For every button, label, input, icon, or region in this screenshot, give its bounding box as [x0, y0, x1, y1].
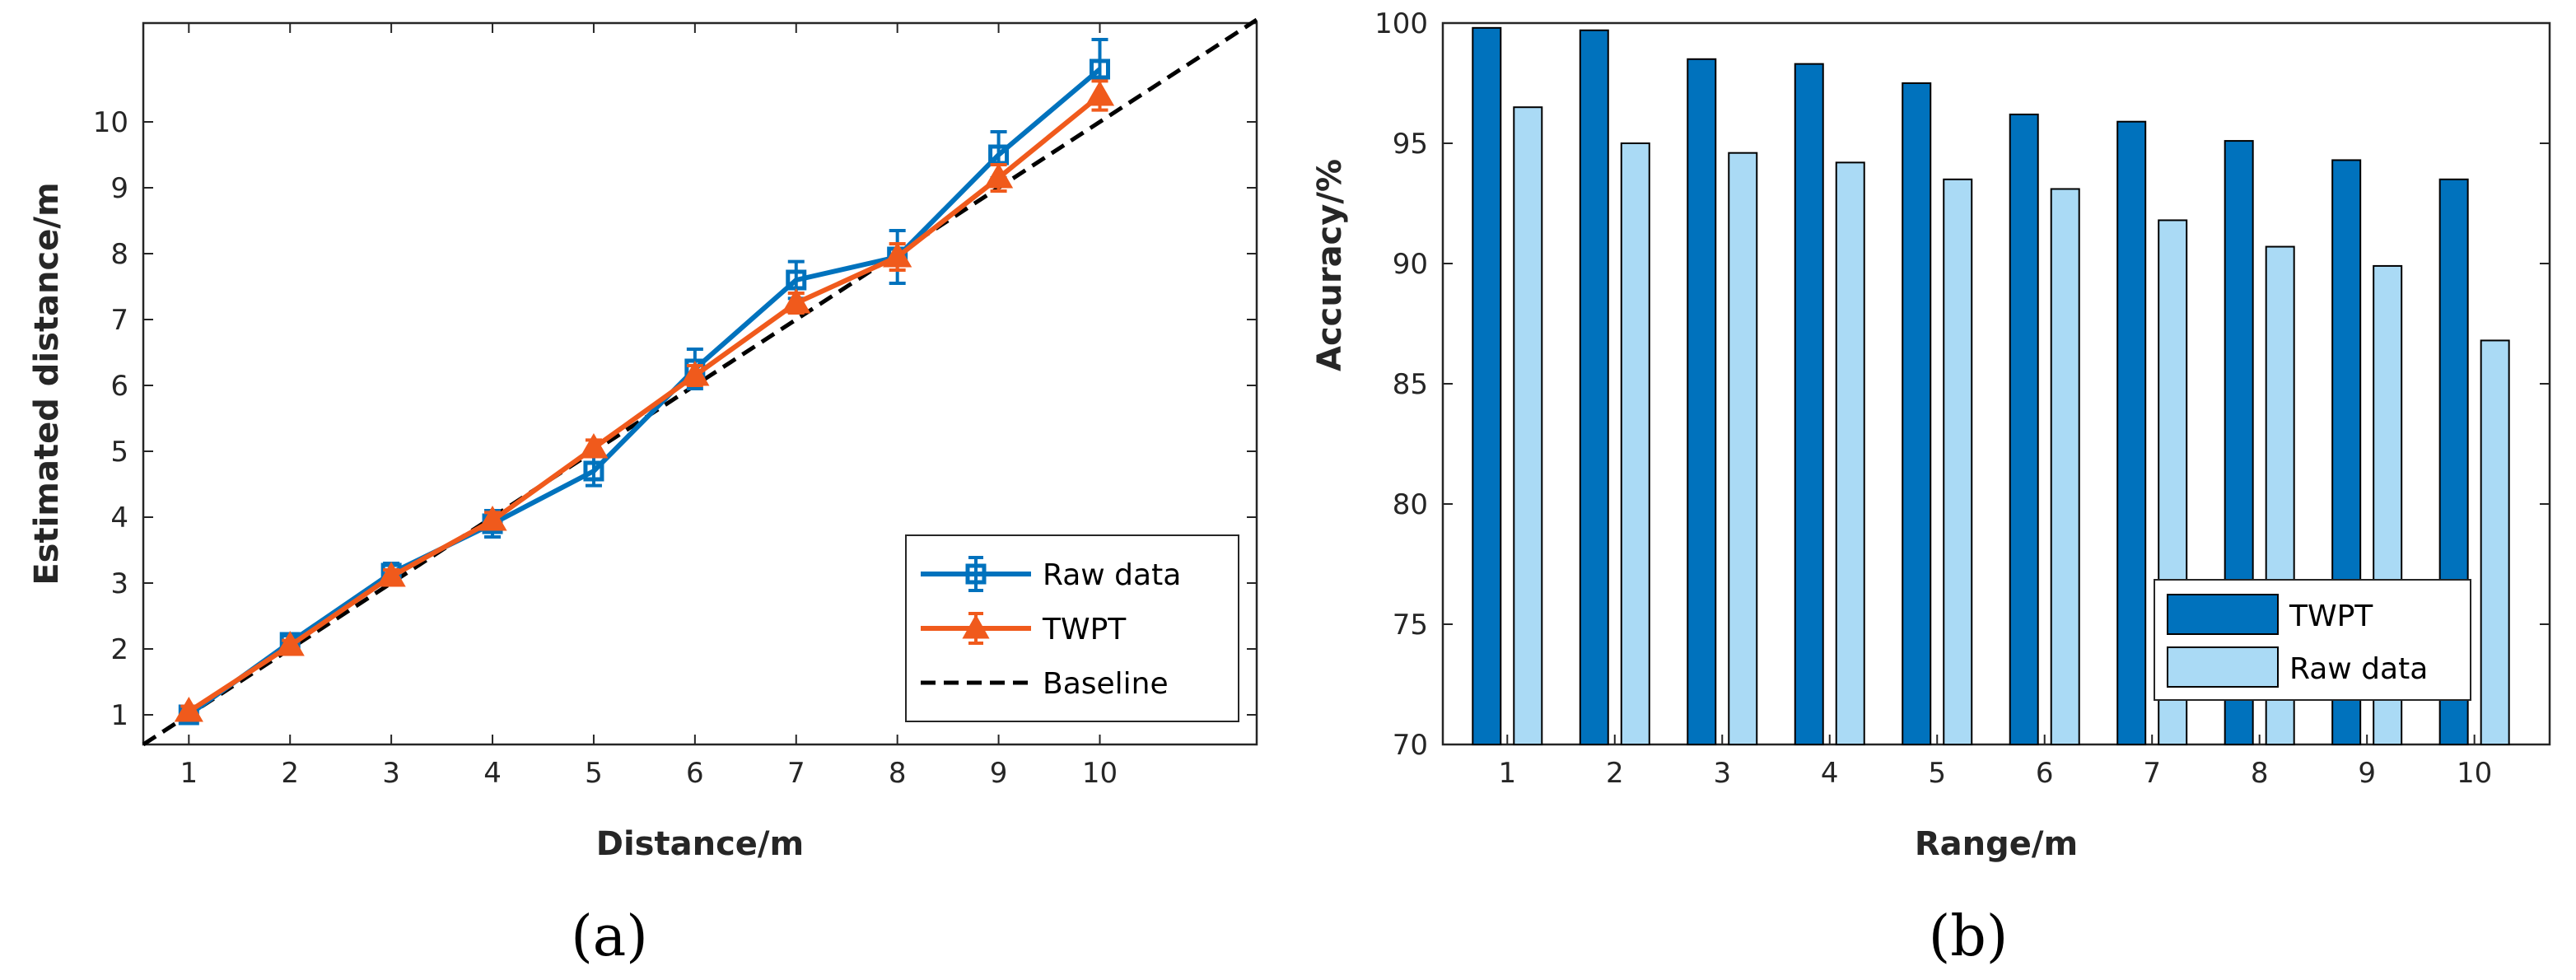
- data-point-square: [583, 460, 604, 482]
- x-tick-label-a: 2: [281, 757, 299, 790]
- bar-twpt: [1794, 63, 1824, 745]
- legend-entry-b-raw: Raw data: [2167, 646, 2428, 688]
- series-line: [187, 93, 1102, 714]
- y-axis-label-b: Accuracy/%: [1311, 159, 1349, 371]
- y-tick-label-a: 4: [110, 502, 128, 534]
- legend-label-twpt: TWPT: [1042, 613, 1127, 646]
- legend-entry-baseline: Baseline: [921, 667, 1169, 701]
- y-tick-label-a: 6: [110, 370, 128, 403]
- x-axis-label-a: Distance/m: [596, 825, 804, 863]
- legend-label-raw: Raw data: [1043, 558, 1181, 592]
- y-axis-label-a: Estimated distance/m: [28, 182, 66, 585]
- data-point-triangle: [275, 630, 305, 656]
- x-tick-label-b: 5: [1928, 757, 1946, 790]
- bar-raw-data: [1728, 152, 1758, 745]
- x-tick-label-b: 3: [1713, 757, 1731, 790]
- y-tick-label-b: 80: [1393, 488, 1428, 521]
- bar-raw-data: [2480, 339, 2510, 745]
- series-twpt: [174, 79, 1115, 722]
- bar-twpt: [1472, 26, 1502, 745]
- panel-label-a: (a): [571, 904, 648, 969]
- x-axis-label-b: Range/m: [1915, 825, 2078, 863]
- data-point-triangle: [883, 241, 912, 268]
- x-tick-label-a: 8: [889, 757, 907, 790]
- chart-b: 1 2 3 4 5 6 7 8 9 10 70 75 80 85 90 95 100 Range/m Accu…: [1311, 7, 2551, 969]
- y-tick-label-b: 90: [1393, 248, 1428, 281]
- x-tick-label-b: 8: [2251, 757, 2269, 790]
- data-point-triangle: [174, 696, 203, 722]
- baseline-line: [142, 17, 1258, 747]
- data-point-triangle: [376, 561, 406, 587]
- legend-marker-raw: [965, 563, 987, 585]
- data-point-triangle: [983, 162, 1014, 189]
- x-tick-label-a: 6: [686, 757, 704, 790]
- y-tick-label-a: 2: [110, 633, 128, 666]
- x-tick-label-b: 6: [2036, 757, 2054, 790]
- legend-entry-raw-data: Raw data: [921, 556, 1181, 592]
- x-tick-label-a: 3: [382, 757, 400, 790]
- bar-raw-data: [1943, 178, 1973, 746]
- y-tick-label-a: 1: [110, 699, 128, 732]
- data-point-triangle: [782, 287, 811, 314]
- legend-entry-b-twpt: TWPT: [2167, 594, 2373, 635]
- y-tick-label-a: 3: [110, 567, 128, 600]
- x-tick-label-b: 7: [2143, 757, 2161, 790]
- x-tick-label-a: 1: [180, 757, 198, 790]
- x-tick-label-a: 10: [1082, 757, 1118, 790]
- data-point-triangle: [680, 360, 710, 386]
- legend-label-baseline: Baseline: [1043, 667, 1169, 701]
- y-tick-label-b: 70: [1393, 729, 1428, 762]
- bars-group-b: [1472, 26, 2510, 746]
- bar-twpt: [1687, 58, 1717, 746]
- legend-marker-twpt: [962, 614, 990, 639]
- chart-a: 1 2 3 4 5 6 7 8 9 10 1 2 3 4 5 6 7 8 9 10 Distance/m Estim…: [28, 17, 1258, 969]
- y-tick-label-b: 75: [1393, 609, 1428, 642]
- x-tick-label-a: 4: [483, 757, 502, 790]
- y-tick-label-a: 7: [110, 304, 128, 337]
- data-point-triangle: [579, 432, 609, 459]
- bar-twpt: [2009, 113, 2039, 745]
- x-tick-label-b: 2: [1606, 757, 1624, 790]
- bar-raw-data: [1620, 142, 1650, 745]
- bar-raw-data: [1513, 106, 1543, 745]
- bar-twpt: [1579, 29, 1609, 745]
- series-group-a: [174, 38, 1115, 726]
- x-tick-label-b: 9: [2358, 757, 2376, 790]
- y-tick-label-a: 10: [93, 106, 128, 139]
- bar-twpt: [1902, 82, 1932, 745]
- x-tick-label-a: 5: [585, 757, 603, 790]
- bar-raw-data: [1835, 161, 1865, 746]
- panel-label-b: (b): [1929, 904, 2009, 969]
- legend-swatch-twpt: [2167, 594, 2279, 635]
- data-point-square: [1089, 58, 1110, 80]
- y-ticks-a: 1 2 3 4 5 6 7 8 9 10: [93, 106, 1257, 732]
- baseline-series: [142, 17, 1258, 747]
- y-ticks-b: 70 75 80 85 90 95 100: [1374, 7, 2550, 762]
- data-point-triangle: [478, 505, 507, 531]
- x-tick-label-a: 9: [990, 757, 1008, 790]
- y-tick-label-a: 8: [110, 238, 128, 271]
- bar-twpt: [2116, 120, 2147, 746]
- x-tick-label-b: 10: [2457, 757, 2492, 790]
- legend-b: TWPT Raw data: [2154, 579, 2471, 701]
- series-line: [187, 67, 1102, 717]
- legend-entry-twpt: TWPT: [921, 612, 1127, 646]
- x-ticks-b: 1 2 3 4 5 6 7 8 9 10: [1498, 735, 2492, 790]
- bar-raw-data: [2050, 188, 2080, 746]
- y-tick-label-a: 9: [110, 172, 128, 205]
- y-tick-label-b: 95: [1393, 128, 1428, 161]
- y-tick-label-b: 100: [1374, 7, 1428, 40]
- data-point-triangle: [1085, 80, 1115, 106]
- legend-label-b-twpt: TWPT: [2289, 600, 2373, 633]
- y-tick-label-a: 5: [110, 436, 128, 469]
- x-tick-label-a: 7: [787, 757, 805, 790]
- x-tick-label-b: 4: [1821, 757, 1839, 790]
- legend-a: Raw data TWPT Baseline: [905, 534, 1239, 722]
- y-tick-label-b: 85: [1393, 368, 1428, 401]
- legend-swatch-raw: [2167, 646, 2279, 688]
- x-tick-label-b: 1: [1498, 757, 1516, 790]
- x-ticks-a: 1 2 3 4 5 6 7 8 9 10: [180, 23, 1118, 790]
- legend-label-b-raw: Raw data: [2289, 652, 2428, 686]
